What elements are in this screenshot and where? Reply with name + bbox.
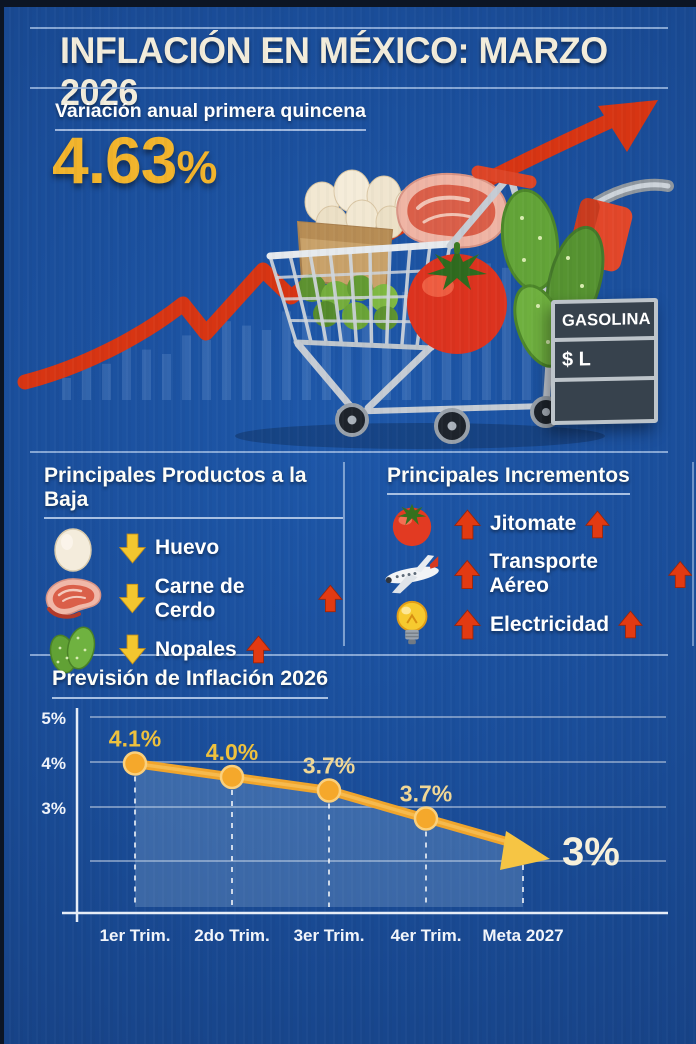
cart-shadow	[235, 423, 605, 449]
product-label: Nopales	[155, 637, 237, 661]
nopal-icon	[49, 626, 96, 673]
inflation-rate-percent-sign: %	[176, 141, 217, 193]
header-rule-top	[30, 27, 668, 29]
gasoline-sign-title: GASOLINA	[555, 301, 654, 339]
egg-icon	[54, 528, 92, 572]
section-divider	[30, 654, 668, 656]
product-label: Transporte Aéreo	[489, 550, 598, 597]
increases-title: Principales Incrementos	[387, 464, 630, 495]
up-arrow-icon	[454, 508, 481, 539]
svg-text:3er Trim.: 3er Trim.	[294, 926, 365, 945]
up-arrow-icon	[667, 560, 693, 588]
section-divider	[30, 451, 668, 453]
product-label: Electricidad	[490, 612, 610, 636]
svg-text:4.0%: 4.0%	[206, 739, 258, 765]
top-border	[0, 0, 696, 7]
section-right-border	[692, 462, 694, 646]
header-rule-bottom	[30, 87, 668, 89]
forecast-line-chart: 4.1% 4.0% 3.7% 3.7% 3% 5% 4% 3% 1er Trim. 2do Tri…	[41, 708, 668, 945]
shopping-cart-basket	[266, 240, 454, 351]
lightbulb-icon	[396, 600, 428, 644]
inflation-rate-number: 4.63	[52, 123, 177, 197]
tomato-icon-large	[407, 242, 507, 354]
product-row-electricidad: Electricidad	[379, 599, 692, 650]
products-section: Principales Productos a la Baja Huevo Ca…	[30, 458, 693, 673]
product-row-huevo: Huevo	[36, 523, 343, 573]
svg-text:4er Trim.: 4er Trim.	[391, 926, 462, 945]
up-arrow-icon	[245, 635, 271, 664]
product-label: Huevo	[155, 536, 220, 559]
up-arrow-icon	[318, 584, 343, 613]
product-row-nopales: Nopales	[36, 624, 343, 675]
svg-text:4.1%: 4.1%	[109, 726, 161, 752]
gasoline-price-sign: GASOLINA $ L	[551, 297, 658, 426]
gasoline-sign-empty-row	[555, 379, 654, 422]
up-arrow-icon	[454, 609, 481, 640]
svg-text:5%: 5%	[41, 709, 66, 728]
forecast-title: Previsión de Inflación 2026	[52, 666, 329, 699]
down-arrow-icon	[119, 634, 146, 665]
up-arrow-icon	[454, 559, 481, 589]
column-divider	[343, 462, 345, 646]
svg-text:4%: 4%	[41, 754, 66, 773]
svg-text:3%: 3%	[41, 799, 66, 818]
gasoline-sign-price: $ L	[555, 339, 654, 379]
down-arrow-icon	[119, 583, 146, 614]
pork-meat-icon	[45, 577, 102, 619]
product-row-transporte: Transporte Aéreo	[379, 549, 693, 599]
svg-text:3.7%: 3.7%	[400, 781, 452, 807]
inflation-rate-value: 4.63%	[52, 122, 217, 198]
page-title: INFLACIÓN EN MÉXICO: MARZO 2026	[60, 30, 608, 113]
hero-subtitle: Variación anual primera quincena	[55, 100, 367, 131]
product-row-jitomate: Jitomate	[379, 499, 692, 549]
tomato-icon	[392, 503, 432, 547]
airplane-icon	[385, 554, 439, 594]
decreases-title: Principales Productos a la Baja	[44, 464, 343, 519]
svg-text:3.7%: 3.7%	[303, 753, 355, 779]
product-label: Carne de Cerdo	[154, 574, 245, 622]
up-arrow-icon	[585, 510, 611, 538]
cart-handle	[471, 165, 537, 189]
svg-text:3%: 3%	[562, 830, 620, 874]
up-arrow-icon	[618, 610, 644, 639]
left-border	[0, 0, 4, 1044]
product-label: Jitomate	[490, 512, 577, 535]
svg-text:Meta 2027: Meta 2027	[482, 926, 563, 945]
meat-cut-icon	[396, 172, 508, 249]
svg-text:2do Trim.: 2do Trim.	[194, 926, 270, 945]
down-arrow-icon	[119, 533, 146, 564]
increases-panel: Principales Incrementos Jitomate Transpo…	[345, 458, 693, 650]
product-row-carne: Carne de Cerdo	[36, 573, 343, 624]
svg-text:1er Trim.: 1er Trim.	[100, 926, 171, 945]
decreases-panel: Principales Productos a la Baja Huevo Ca…	[30, 458, 343, 673]
